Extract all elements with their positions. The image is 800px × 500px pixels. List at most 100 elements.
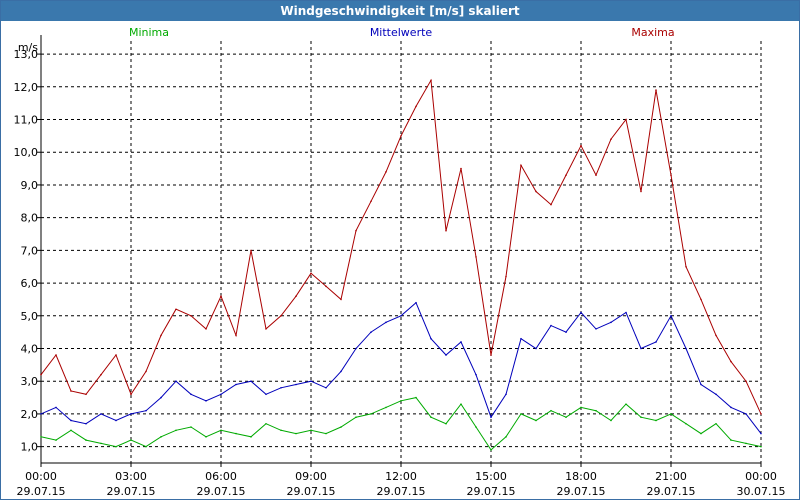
data-point-mittelwerte [610, 321, 612, 324]
data-point-maxima [250, 249, 252, 252]
data-point-mittelwerte [310, 380, 312, 383]
x-tick-date: 29.07.15 [197, 485, 246, 498]
data-point-mittelwerte [670, 314, 672, 317]
data-point-mittelwerte [55, 406, 57, 409]
data-point-minima [55, 439, 57, 441]
data-point-maxima [325, 285, 327, 288]
data-point-mittelwerte [325, 386, 327, 389]
legend-maxima: Maxima [631, 26, 674, 39]
data-point-mittelwerte [160, 396, 162, 399]
data-point-minima [565, 416, 567, 419]
data-point-mittelwerte [355, 347, 357, 350]
data-point-mittelwerte [70, 419, 72, 422]
y-tick-label: 2,0 [21, 408, 39, 421]
data-point-minima [670, 413, 672, 415]
data-point-mittelwerte [130, 413, 132, 415]
y-tick-label: 10,0 [14, 146, 39, 159]
data-point-minima [310, 429, 312, 432]
data-point-mittelwerte [625, 311, 627, 314]
data-point-mittelwerte [385, 321, 387, 324]
data-point-minima [355, 416, 357, 419]
data-point-minima [130, 439, 132, 441]
y-tick-label: 6,0 [21, 277, 39, 290]
data-point-maxima [385, 171, 387, 173]
x-tick-date: 29.07.15 [377, 485, 426, 498]
data-point-maxima [55, 354, 57, 356]
data-point-mittelwerte [460, 341, 462, 343]
x-tick-time: 09:00 [295, 470, 327, 483]
data-point-minima [280, 429, 282, 432]
data-point-minima [205, 436, 207, 438]
data-point-minima [745, 442, 747, 445]
data-point-mittelwerte [220, 393, 222, 396]
data-point-mittelwerte [205, 400, 207, 402]
y-axis-label: m/s [18, 41, 38, 54]
data-point-maxima [415, 105, 417, 108]
y-tick-label: 1,0 [21, 441, 39, 454]
data-point-maxima [520, 164, 522, 167]
data-point-maxima [430, 79, 432, 82]
data-point-maxima [535, 190, 537, 193]
data-point-maxima [730, 360, 732, 363]
data-point-mittelwerte [265, 393, 267, 396]
data-point-minima [580, 406, 582, 409]
data-point-maxima [340, 298, 342, 301]
data-point-mittelwerte [640, 347, 642, 350]
data-point-mittelwerte [280, 386, 282, 389]
data-point-mittelwerte [445, 354, 447, 356]
data-point-maxima [640, 190, 642, 193]
y-tick-label: 7,0 [21, 244, 39, 257]
data-point-minima [415, 396, 417, 399]
data-point-maxima [595, 174, 597, 176]
data-point-maxima [610, 138, 612, 140]
x-tick-time: 18:00 [565, 470, 597, 483]
data-point-minima [265, 422, 267, 425]
x-tick-time: 21:00 [655, 470, 687, 483]
data-point-mittelwerte [415, 301, 417, 304]
x-tick-time: 00:00 [745, 470, 777, 483]
data-point-maxima [310, 272, 312, 275]
data-point-minima [610, 419, 612, 422]
data-point-maxima [205, 328, 207, 330]
data-point-minima [550, 409, 552, 412]
data-point-maxima [685, 265, 687, 268]
data-point-maxima [700, 298, 702, 301]
data-point-mittelwerte [745, 413, 747, 415]
chart-title: Windgeschwindigkeit [m/s] skaliert [1, 1, 799, 21]
data-point-minima [175, 429, 177, 432]
data-point-maxima [145, 370, 147, 373]
data-point-mittelwerte [430, 337, 432, 340]
x-tick-date: 29.07.15 [107, 485, 156, 498]
data-point-mittelwerte [235, 383, 237, 386]
data-point-minima [430, 416, 432, 419]
y-tick-label: 4,0 [21, 343, 39, 356]
data-point-mittelwerte [175, 380, 177, 383]
data-point-minima [220, 429, 222, 432]
x-tick-time: 12:00 [385, 470, 417, 483]
data-point-mittelwerte [715, 393, 717, 396]
data-point-mittelwerte [190, 393, 192, 396]
x-tick-date: 29.07.15 [647, 485, 696, 498]
data-point-minima [70, 429, 72, 432]
data-point-maxima [460, 167, 462, 170]
data-point-minima [625, 403, 627, 405]
data-point-minima [385, 406, 387, 409]
data-point-maxima [550, 203, 552, 206]
data-point-minima [40, 436, 42, 438]
data-point-maxima [220, 295, 222, 297]
data-point-minima [730, 439, 732, 441]
x-tick-time: 15:00 [475, 470, 507, 483]
y-tick-label: 12,0 [14, 81, 39, 94]
data-point-maxima [265, 328, 267, 330]
y-tick-label: 8,0 [21, 212, 39, 225]
data-point-maxima [715, 334, 717, 337]
data-point-minima [190, 426, 192, 428]
y-tick-label: 9,0 [21, 179, 39, 192]
data-point-minima [715, 422, 717, 425]
data-point-minima [685, 422, 687, 425]
data-point-maxima [445, 229, 447, 232]
legend-minima: Minima [129, 26, 169, 39]
x-tick-date: 29.07.15 [467, 485, 516, 498]
data-point-mittelwerte [550, 324, 552, 327]
